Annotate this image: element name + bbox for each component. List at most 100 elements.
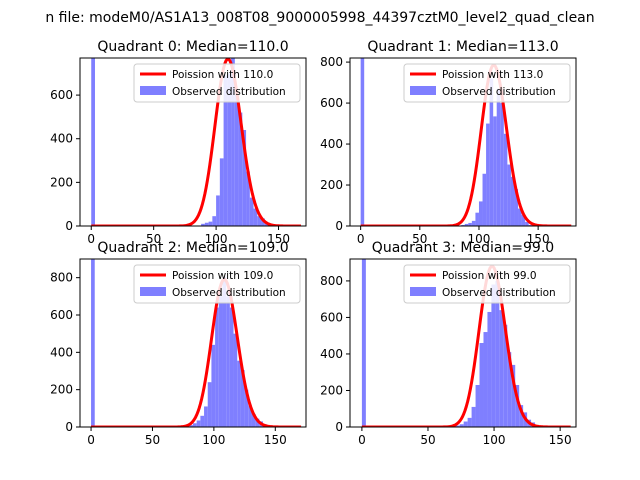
- quadrant-1-hist-bar: [525, 221, 529, 226]
- quadrant-2-hist-bar: [251, 413, 256, 427]
- quadrant-1-hist-bar: [464, 223, 469, 226]
- quadrant-1-hist-bar: [518, 208, 522, 226]
- quadrant-1-hist-bar: [528, 224, 533, 226]
- quadrant-1-hist-bar: [468, 222, 472, 226]
- quadrant-2-hist-bar: [204, 406, 208, 427]
- quadrant-3-hist-bar: [463, 421, 468, 427]
- quadrant-0-legend: Poission with 110.0 Observed distribution: [133, 63, 301, 103]
- quadrant-2-hist-bar: [215, 307, 219, 427]
- quadrant-1-panel: Quadrant 1: Median=113.0 0 50 100 150 0 200 400…: [320, 39, 577, 246]
- quadrant-0-panel: Quadrant 0: Median=110.0 0 50 100 150 0 200 400…: [50, 39, 307, 246]
- quadrant-1-poisson-line: [360, 63, 572, 226]
- quadrant-0-hist-bar: [216, 195, 220, 226]
- quadrant-3-hist-bar: [483, 332, 488, 427]
- quadrant-3-hist-bar: [459, 424, 464, 427]
- quadrant-0-title: Quadrant 0: Median=110.0: [97, 39, 288, 55]
- quadrant-2-x-tick-label: 0: [87, 433, 95, 447]
- quadrant-2-hist-bar: [255, 418, 260, 427]
- quadrant-3-legend-hist-label: Observed distribution: [442, 287, 556, 299]
- quadrant-2-y-tick-label: 200: [50, 383, 73, 397]
- quadrant-0-x-tick-label: 100: [205, 232, 228, 246]
- quadrant-2-hist-bar: [237, 360, 241, 427]
- quadrant-2-x-tick-label: 50: [145, 433, 160, 447]
- quadrant-0-x-tick-label: 50: [146, 232, 161, 246]
- quadrant-3-hist-bar: [515, 385, 520, 427]
- quadrant-2-hist-bar: [240, 370, 245, 427]
- quadrant-3-hist-bar: [471, 406, 476, 427]
- quadrant-2-legend-line-label: Poission with 109.0: [172, 270, 273, 282]
- quadrant-0-hist-bar: [246, 171, 250, 226]
- quadrant-3-axes-frame: [349, 258, 577, 428]
- quadrant-0-hist-bar: [204, 222, 209, 226]
- quadrant-3-legend: Poission with 99.0 Observed distribution: [403, 264, 571, 304]
- quadrant-1-y-tick-label: 0: [335, 219, 343, 233]
- quadrant-3-hist-bar: [511, 364, 516, 427]
- quadrant-0-x-tick-label: 0: [87, 232, 95, 246]
- quadrant-3-y-tick-label: 400: [320, 347, 343, 361]
- quadrant-2-hist-bar: [222, 276, 227, 427]
- quadrant-1-axes-frame: [349, 57, 577, 227]
- quadrant-3-hist-bar: [499, 310, 504, 427]
- quadrant-1-hist-bar: [514, 189, 519, 226]
- quadrant-2-panel: Quadrant 2: Median=109.0 0 50 100 150 0 200 400…: [50, 240, 307, 447]
- quadrant-1-hist-bar: [482, 173, 487, 226]
- quadrant-0-legend-hist-swatch: [140, 86, 166, 95]
- quadrant-0-legend-line-label: Poission with 110.0: [172, 69, 273, 81]
- quadrant-0-y-tick-label: 400: [50, 132, 73, 146]
- quadrant-1-y-tick-label: 800: [320, 55, 343, 69]
- quadrant-0-y-tick-label: 600: [50, 88, 73, 102]
- quadrant-2-hist-bar: [218, 296, 223, 427]
- quadrant-2-legend-hist-label: Observed distribution: [172, 287, 286, 299]
- quadrant-3-y-tick-label: 200: [320, 383, 343, 397]
- quadrant-2-hist-bar: [200, 415, 205, 427]
- quadrant-3-y-tick-label: 600: [320, 310, 343, 324]
- quadrant-3-hist-bar: [491, 284, 496, 427]
- quadrant-1-x-tick-label: 150: [527, 232, 550, 246]
- quadrant-2-x-tick-label: 150: [264, 433, 287, 447]
- quadrant-1-hist-bar: [496, 88, 501, 226]
- quadrant-2-legend-hist-swatch: [140, 287, 166, 296]
- quadrant-0-hist-bar: [223, 75, 228, 226]
- quadrant-0-hist-bar: [212, 216, 217, 226]
- quadrant-2-hist-bar: [248, 405, 252, 427]
- quadrant-3-hist-bar: [495, 280, 500, 427]
- quadrant-0-axes-frame: [79, 57, 307, 227]
- quadrant-3-poisson-line: [361, 264, 571, 427]
- quadrant-2-hist-bar: [244, 389, 249, 427]
- quadrant-0-hist-bar: [234, 95, 239, 226]
- quadrant-1-y-tick-label: 400: [320, 137, 343, 151]
- quadrant-1-y-tick-label: 600: [320, 96, 343, 110]
- quadrant-0-hist-bar: [264, 223, 269, 226]
- quadrant-1-hist-bar: [471, 220, 476, 226]
- quadrant-2-hist-bar: [226, 296, 230, 427]
- quadrant-2-hist-bar: [196, 420, 201, 427]
- quadrant-3-y-tick-label: 0: [335, 420, 343, 434]
- quadrant-0-legend-hist-label: Observed distribution: [172, 86, 286, 98]
- quadrant-0-y-tick-label: 0: [65, 219, 73, 233]
- quadrant-3-x-tick-label: 100: [483, 433, 506, 447]
- quadrant-3-legend-box: [403, 264, 571, 304]
- quadrant-3-y-tick-label: 800: [320, 274, 343, 288]
- quadrant-0-hist-bar: [227, 73, 232, 226]
- quadrant-3-plot-area: [361, 259, 571, 427]
- quadrant-3-panel: Quadrant 3: Median=99.0 0 50 100 150 0 200 400 6…: [320, 240, 577, 447]
- quadrant-2-hist-bar: [211, 344, 216, 427]
- quadrant-0-y-tick-label: 200: [50, 175, 73, 189]
- quadrant-1-hist-bar: [507, 164, 511, 226]
- quadrant-2-hist-bar: [207, 382, 212, 427]
- quadrant-0-hist-bar: [261, 218, 265, 226]
- quadrant-2-hist-bar: [91, 259, 95, 427]
- quadrant-0-hist-bar: [231, 58, 235, 226]
- quadrant-1-legend-hist-label: Observed distribution: [442, 86, 556, 98]
- quadrant-2-y-tick-label: 800: [50, 271, 73, 285]
- quadrant-3-x-tick-label: 50: [420, 433, 435, 447]
- quadrant-1-plot-area: [360, 58, 572, 226]
- quadrant-3-x-tick-label: 0: [358, 433, 366, 447]
- quadrant-2-y-tick-label: 600: [50, 308, 73, 322]
- quadrant-1-y-tick-label: 200: [320, 178, 343, 192]
- quadrant-0-hist-bar: [242, 130, 247, 226]
- quadrant-3-hist-bar: [503, 324, 508, 427]
- quadrant-2-legend: Poission with 109.0 Observed distribution: [133, 264, 301, 304]
- quadrant-2-title: Quadrant 2: Median=109.0: [97, 240, 288, 256]
